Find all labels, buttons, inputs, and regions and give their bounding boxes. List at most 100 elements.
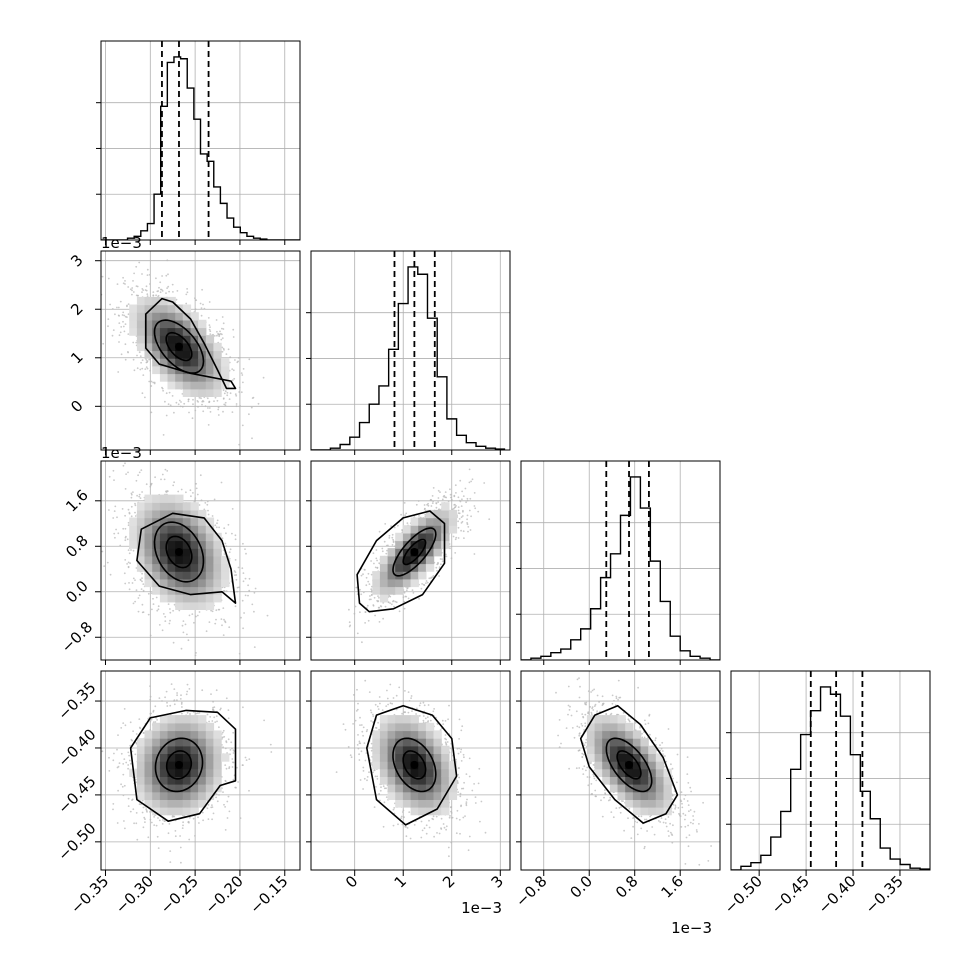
scatter-point — [216, 334, 218, 337]
scatter-point — [354, 605, 357, 608]
density-cell — [182, 388, 192, 397]
density-cell — [136, 548, 146, 557]
density-cell — [402, 525, 412, 534]
scatter-point — [209, 330, 212, 333]
scatter-point — [145, 483, 148, 486]
scatter-point — [196, 614, 199, 617]
scatter-point — [405, 512, 408, 515]
density-cell — [159, 319, 169, 329]
scatter-point — [222, 590, 225, 592]
scatter-point — [117, 306, 120, 309]
scatter-point — [155, 294, 158, 297]
scatter-point — [449, 547, 451, 550]
scatter-point — [242, 706, 244, 709]
scatter-point — [209, 326, 211, 328]
density-cell — [152, 586, 161, 595]
density-cell — [448, 509, 458, 519]
scatter-point — [370, 598, 372, 601]
scatter-point — [138, 471, 141, 474]
density-cell — [159, 586, 169, 595]
scatter-point — [169, 608, 171, 610]
scatter-point — [152, 597, 154, 600]
scatter-point — [449, 496, 452, 499]
scatter-point — [397, 524, 399, 527]
scatter-point — [135, 567, 138, 569]
scatter-point — [229, 548, 232, 551]
scatter-point — [431, 576, 434, 578]
density-cell — [152, 304, 161, 313]
scatter-point — [214, 396, 217, 399]
scatter-point — [242, 368, 245, 370]
density-cell — [175, 601, 184, 610]
scatter-point — [145, 366, 148, 368]
scatter-point — [417, 500, 420, 502]
scatter-point — [225, 532, 227, 535]
scatter-point — [460, 505, 463, 507]
density-cell — [159, 502, 169, 511]
scatter-point — [192, 492, 194, 494]
density-cell — [175, 571, 184, 580]
scatter-point — [133, 272, 136, 275]
density-cell — [190, 342, 199, 352]
density-cell — [152, 296, 161, 306]
scatter-point — [214, 622, 217, 625]
scatter-point — [378, 530, 381, 533]
scatter-point — [134, 504, 137, 507]
histogram-p2 — [516, 460, 721, 661]
density-cell — [213, 373, 222, 382]
scatter-point — [87, 452, 89, 454]
density-cell — [379, 571, 389, 580]
scatter-point — [195, 487, 198, 490]
density-cell — [182, 571, 192, 580]
scatter-point — [185, 302, 188, 305]
scatter-point — [98, 482, 100, 484]
density-cell — [418, 517, 427, 526]
scatter-point — [147, 592, 150, 595]
scatter-point — [130, 549, 132, 551]
scatter-point — [224, 401, 227, 404]
scatter-point — [140, 588, 143, 590]
density-cell — [190, 388, 199, 397]
scatter-point — [156, 719, 159, 721]
scatter-point — [207, 317, 210, 319]
scatter-point — [234, 538, 237, 541]
scatter-point — [224, 542, 227, 545]
scatter-point — [164, 615, 167, 618]
scatter-point — [191, 613, 194, 615]
density-cell — [152, 327, 161, 336]
density-cell — [152, 563, 161, 572]
scatter-point — [200, 397, 202, 400]
scatter-point — [169, 404, 172, 407]
scatter-point — [185, 293, 188, 296]
density-cell — [136, 540, 146, 549]
scatter-point — [253, 646, 256, 648]
density-cell — [182, 327, 192, 336]
scatter-point — [178, 609, 181, 612]
density-cell — [144, 304, 153, 313]
scatter-point — [466, 499, 469, 502]
density-cell — [167, 540, 176, 549]
scatter-point — [148, 273, 151, 276]
density-cell — [136, 312, 146, 321]
scatter-point — [441, 560, 444, 563]
scatter-point — [168, 290, 171, 293]
density-cell — [159, 578, 169, 588]
scatter-point — [248, 358, 251, 361]
density-cell — [190, 327, 199, 336]
scatter-point — [164, 696, 167, 699]
scatter-point — [177, 490, 180, 493]
density-cell — [167, 342, 176, 352]
density-cell — [221, 563, 230, 572]
density-cell — [213, 594, 222, 603]
scatter-point — [155, 277, 157, 280]
density-cell — [182, 525, 192, 534]
scatter-point — [208, 407, 211, 409]
scatter-point — [447, 500, 450, 503]
density-cell — [402, 540, 412, 549]
density-cell — [167, 586, 176, 595]
scatter-point — [435, 502, 438, 504]
scatter-point — [166, 490, 169, 493]
scatter-point — [165, 392, 168, 395]
scatter-point — [122, 320, 124, 323]
scatter-point — [382, 602, 385, 604]
